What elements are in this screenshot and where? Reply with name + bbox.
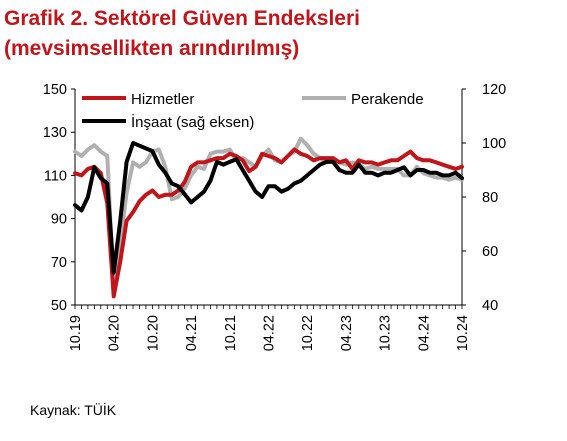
series-line-hizmetler — [73, 147, 464, 299]
left-tick-label: 70 — [51, 255, 67, 271]
legend-hizmetler-label: Hizmetler — [131, 91, 194, 108]
x-tick-label: 04.22 — [262, 315, 278, 351]
chart-title-line2: (mevsimsellikten arındırılmış) — [4, 37, 300, 60]
x-tick-label: 10.24 — [455, 315, 471, 351]
x-tick-label: 10.20 — [145, 315, 161, 351]
left-tick-label: 50 — [51, 298, 67, 314]
right-tick-label: 40 — [482, 298, 498, 314]
x-tick-label: 04.20 — [107, 315, 123, 351]
legend-insaat-label: İnşaat (sağ eksen) — [131, 113, 254, 131]
left-tick-label: 110 — [44, 168, 67, 184]
left-tick-label: 150 — [43, 82, 67, 98]
x-tick-label: 10.22 — [300, 315, 316, 351]
right-tick-label: 120 — [482, 82, 506, 98]
x-tick-label: 10.23 — [378, 315, 394, 351]
x-tick-label: 10.21 — [223, 315, 239, 351]
left-tick-label: 90 — [51, 212, 67, 228]
right-tick-label: 80 — [482, 190, 498, 206]
x-tick-label: 04.24 — [416, 315, 432, 351]
right-tick-label: 60 — [482, 244, 498, 260]
right-tick-label: 100 — [482, 136, 506, 152]
source-note: Kaynak: TÜİK — [30, 402, 117, 418]
legend-perakende-label: Perakende — [351, 91, 424, 108]
x-tick-label: 04.21 — [184, 315, 200, 351]
chart-title-line1: Grafik 2. Sektörel Güven Endeksleri — [4, 7, 360, 30]
series-line-insaat — [73, 141, 464, 275]
x-tick-label: 04.23 — [339, 315, 355, 351]
x-tick-label: 10.19 — [68, 315, 84, 351]
left-tick-label: 130 — [43, 125, 67, 141]
chart-title: Grafik 2. Sektörel Güven Endeksleri (mev… — [4, 4, 360, 64]
